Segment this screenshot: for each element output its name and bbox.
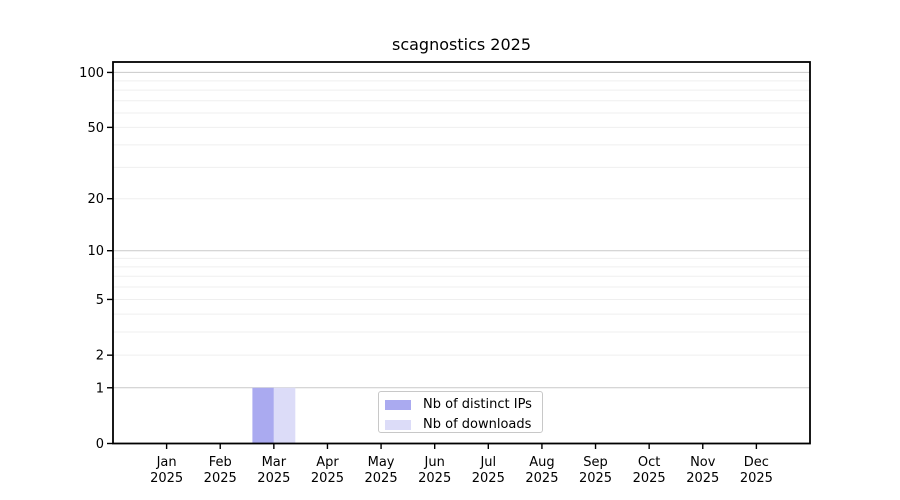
chart-title: scagnostics 2025 [391, 35, 531, 54]
x-tick-label-month: Apr [316, 455, 339, 470]
x-tick-label-month: Sep [583, 455, 608, 470]
x-tick-label-year: 2025 [633, 471, 666, 486]
x-tick-label-year: 2025 [204, 471, 237, 486]
y-tick-label: 5 [96, 293, 104, 308]
x-tick-label-year: 2025 [686, 471, 719, 486]
axis-frame [112, 61, 811, 445]
legend: Nb of distinct IPs Nb of downloads [378, 391, 543, 433]
x-tick-label-year: 2025 [365, 471, 398, 486]
bar-mar-series1 [273, 387, 296, 444]
x-tick-label-month: Jan [156, 455, 177, 470]
y-tick-label: 20 [87, 192, 104, 207]
x-tick-label-month: Nov [690, 455, 716, 470]
x-tick-label-month: May [368, 455, 395, 470]
x-tick-label-month: Jun [424, 455, 445, 470]
x-tick-label-month: Feb [209, 455, 232, 470]
x-tick-label-month: Dec [744, 455, 769, 470]
x-tick-label-year: 2025 [418, 471, 451, 486]
legend-label-distinct-ips: Nb of distinct IPs [423, 397, 532, 412]
y-tick-label: 2 [96, 349, 104, 364]
legend-item-downloads: Nb of downloads [385, 415, 542, 435]
y-tick-label: 10 [87, 244, 104, 259]
legend-label-downloads: Nb of downloads [423, 417, 532, 432]
x-tick-label-month: Mar [262, 455, 287, 470]
x-tick-label-year: 2025 [579, 471, 612, 486]
bar-mar-series0 [252, 387, 274, 444]
x-tick-label-month: Jul [479, 455, 496, 470]
x-tick-label-year: 2025 [525, 471, 558, 486]
x-tick-label-year: 2025 [257, 471, 290, 486]
x-tick-label-year: 2025 [740, 471, 773, 486]
x-tick-label-year: 2025 [311, 471, 344, 486]
y-tick-label: 100 [79, 66, 104, 81]
y-tick-label: 0 [96, 437, 104, 452]
legend-item-distinct-ips: Nb of distinct IPs [385, 395, 542, 415]
legend-swatch-distinct-ips [385, 400, 411, 410]
x-tick-label-year: 2025 [150, 471, 183, 486]
legend-swatch-downloads [385, 420, 411, 430]
y-tick-label: 1 [96, 381, 104, 396]
y-tick-label: 50 [87, 121, 104, 136]
x-tick-label-month: Aug [529, 455, 554, 470]
x-tick-label-month: Oct [638, 455, 660, 470]
x-tick-label-year: 2025 [472, 471, 505, 486]
